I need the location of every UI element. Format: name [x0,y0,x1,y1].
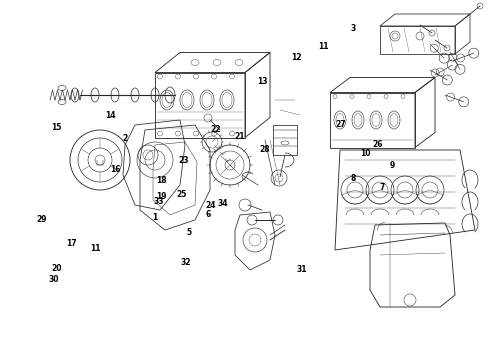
Text: 19: 19 [156,192,167,201]
Text: 10: 10 [360,149,370,158]
Text: 13: 13 [257,77,268,86]
Text: 23: 23 [178,156,189,165]
Text: 21: 21 [235,132,245,141]
Text: 33: 33 [154,197,165,206]
Text: 16: 16 [110,165,121,174]
Text: 18: 18 [156,176,167,185]
Text: 14: 14 [105,111,116,120]
Text: 3: 3 [350,24,355,33]
Text: 30: 30 [49,275,59,284]
Text: 7: 7 [380,183,385,192]
Text: 32: 32 [181,258,192,267]
Text: 25: 25 [176,190,187,199]
Text: 17: 17 [66,239,76,248]
Text: 8: 8 [350,174,355,183]
Text: 15: 15 [51,123,62,132]
Text: 27: 27 [335,120,346,129]
Text: 12: 12 [291,53,302,62]
Text: 6: 6 [206,210,211,219]
Text: 22: 22 [210,125,221,134]
Text: 9: 9 [390,161,394,170]
Text: 11: 11 [318,42,329,51]
Text: 1: 1 [152,213,157,222]
Text: 26: 26 [372,140,383,149]
Text: 28: 28 [259,145,270,154]
Text: 34: 34 [218,199,228,208]
Text: 20: 20 [51,264,62,273]
Text: 2: 2 [122,134,127,143]
Text: 5: 5 [186,228,191,237]
Text: 29: 29 [36,215,47,224]
Text: 11: 11 [90,244,101,253]
Text: 31: 31 [296,266,307,275]
Text: 24: 24 [205,201,216,210]
